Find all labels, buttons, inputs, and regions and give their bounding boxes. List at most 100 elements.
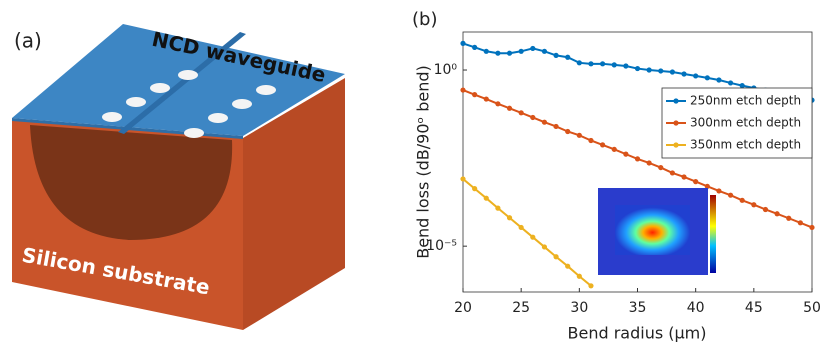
undercut <box>30 125 233 240</box>
data-point <box>506 105 513 111</box>
x-tick-label: 45 <box>745 300 763 316</box>
data-point <box>518 224 524 231</box>
data-point <box>565 54 571 60</box>
y-tick-label: 10⁰ <box>434 62 458 78</box>
x-tick-label: 50 <box>803 300 821 316</box>
data-point <box>704 75 710 81</box>
data-point <box>669 69 676 75</box>
data-point <box>669 170 676 176</box>
data-point <box>576 60 582 66</box>
data-point <box>472 44 478 50</box>
data-point <box>658 164 664 171</box>
data-point <box>716 77 722 83</box>
data-point <box>506 215 513 221</box>
legend-label: 250nm etch depth <box>690 94 801 108</box>
hole <box>126 97 146 107</box>
data-point <box>623 151 629 157</box>
data-point <box>530 114 536 121</box>
data-point <box>460 40 466 46</box>
legend-box <box>661 87 813 159</box>
legend-marker <box>673 142 679 148</box>
legend-label: 300nm etch depth <box>690 116 801 130</box>
inset-colorbar <box>710 195 716 273</box>
top-face <box>12 24 345 136</box>
data-point <box>786 215 792 221</box>
data-point <box>693 179 699 185</box>
data-point <box>693 73 699 79</box>
data-point <box>681 174 687 180</box>
data-point <box>611 146 617 152</box>
data-point <box>634 156 641 162</box>
data-point <box>518 110 524 116</box>
data-point <box>634 65 641 72</box>
data-point <box>541 244 548 250</box>
legend-label: 350nm etch depth <box>690 138 801 152</box>
data-point <box>506 50 513 56</box>
data-point <box>460 176 466 182</box>
hole <box>102 112 122 122</box>
data-point <box>762 206 769 213</box>
data-point <box>518 48 524 54</box>
data-point <box>658 68 664 74</box>
inset-mode <box>615 205 690 255</box>
x-tick-label: 35 <box>629 300 647 316</box>
x-tick-label: 20 <box>454 300 472 316</box>
data-point <box>588 137 594 144</box>
data-point <box>472 186 478 192</box>
data-point <box>483 48 489 54</box>
data-point <box>495 205 501 211</box>
data-point <box>704 183 710 189</box>
data-point <box>460 87 466 93</box>
data-point <box>541 48 548 54</box>
holes <box>102 70 276 138</box>
data-point <box>553 123 559 130</box>
data-point <box>565 263 571 269</box>
legend-marker <box>673 98 679 104</box>
x-axis-label: Bend radius (μm) <box>568 324 707 343</box>
waveguide-ridge <box>118 32 246 134</box>
y-tick-label: 10⁻⁵ <box>426 238 457 254</box>
hole <box>150 83 170 93</box>
panel-label: (a) <box>14 29 42 53</box>
data-point <box>809 224 815 231</box>
data-point <box>472 92 478 98</box>
data-point <box>600 142 606 148</box>
data-point <box>483 96 489 102</box>
x-tick-label: 40 <box>687 300 705 316</box>
data-point <box>646 160 652 166</box>
x-tick-label: 30 <box>570 300 588 316</box>
data-point <box>600 61 606 67</box>
hole <box>178 70 198 80</box>
data-point <box>623 63 629 69</box>
data-point <box>797 220 803 226</box>
data-point <box>553 254 559 260</box>
data-point <box>646 67 652 73</box>
hole <box>184 128 204 138</box>
data-point <box>739 83 745 89</box>
data-point <box>576 273 582 279</box>
data-point <box>565 128 571 135</box>
data-point <box>495 50 501 56</box>
data-point <box>739 197 745 203</box>
hole <box>256 85 276 95</box>
data-point <box>576 132 582 138</box>
hole <box>208 113 228 123</box>
side-face <box>243 78 345 330</box>
data-point <box>611 62 617 68</box>
device-diagram: (a) NCD waveguide Silicon substrate <box>12 24 345 330</box>
x-tick-label: 25 <box>512 300 530 316</box>
panel-label: (b) <box>412 9 437 30</box>
data-point <box>483 195 489 201</box>
data-point <box>530 234 536 240</box>
data-point <box>774 211 780 217</box>
data-point <box>716 188 722 194</box>
data-point <box>495 101 501 107</box>
data-point <box>588 283 594 289</box>
data-point <box>553 52 559 58</box>
mode-inset <box>598 188 716 275</box>
data-point <box>588 61 594 67</box>
data-point <box>727 192 734 198</box>
data-point <box>727 80 734 86</box>
